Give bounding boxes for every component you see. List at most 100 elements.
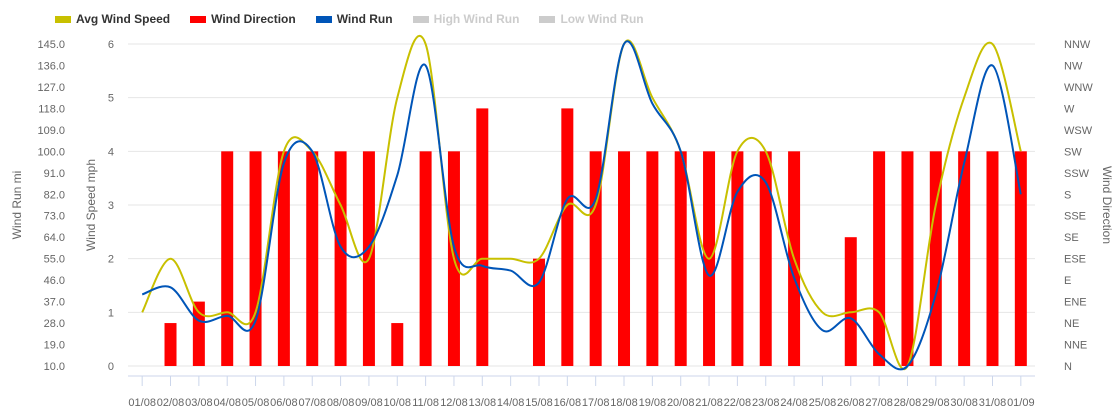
- wind-speed-tick-label: 2: [108, 254, 114, 266]
- avg-wind-speed-line: [141, 34, 1022, 371]
- x-axis-tick-label: 13/08: [469, 397, 497, 409]
- chart-legend: Avg Wind Speed Wind Direction Wind Run High…: [55, 10, 664, 28]
- wind-speed-tick-label: 5: [108, 93, 114, 105]
- x-axis-tick-label: 06/08: [270, 397, 298, 409]
- wind-direction-tick-label: NW: [1064, 60, 1083, 72]
- legend-swatch: [539, 15, 556, 23]
- wind-run-tick-label: 55.0: [44, 254, 65, 266]
- wind-direction-axis-title: Wind Direction: [1100, 166, 1114, 244]
- wind-run-tick-label: 19.0: [44, 340, 65, 352]
- wind-direction-bar: [618, 151, 631, 366]
- legend-label: Avg Wind Speed: [76, 12, 171, 26]
- x-axis-tick-label: 26/08: [837, 397, 865, 409]
- x-axis-tick-label: 25/08: [809, 397, 837, 409]
- x-axis-tick-label: 07/08: [298, 397, 326, 409]
- x-axis-tick-label: 01/09: [1007, 397, 1035, 409]
- wind-run-tick-label: 145.0: [37, 39, 65, 51]
- wind-direction-tick-label: NNE: [1064, 340, 1087, 352]
- wind-speed-tick-label: 6: [108, 39, 114, 51]
- x-axis-tick-label: 10/08: [384, 397, 412, 409]
- x-axis-tick-label: 27/08: [865, 397, 893, 409]
- wind-direction-bar: [674, 151, 687, 366]
- wind-run-tick-label: 91.0: [44, 168, 65, 180]
- wind-direction-bar: [419, 151, 432, 366]
- wind-direction-bar: [901, 151, 914, 366]
- x-axis-tick-label: 23/08: [752, 397, 780, 409]
- legend-item[interactable]: Wind Run: [315, 12, 393, 26]
- x-axis-tick-label: 05/08: [242, 397, 270, 409]
- x-axis-tick-label: 01/08: [128, 397, 156, 409]
- wind-direction-bar: [561, 108, 574, 367]
- wind-run-tick-label: 118.0: [38, 103, 65, 115]
- legend-item[interactable]: Low Wind Run: [539, 12, 644, 26]
- wind-speed-axis-title: Wind Speed mph: [84, 159, 98, 251]
- legend-swatch: [55, 15, 71, 23]
- wind-direction-bar: [731, 151, 744, 366]
- wind-direction-tick-label: ESE: [1064, 254, 1086, 266]
- wind-direction-bar: [873, 151, 886, 366]
- wind-direction-tick-label: NNW: [1064, 39, 1091, 51]
- wind-direction-tick-label: WNW: [1064, 82, 1093, 94]
- wind-direction-tick-label: S: [1064, 189, 1071, 201]
- legend-label: High Wind Run: [433, 12, 520, 26]
- x-axis-tick-label: 24/08: [780, 397, 808, 409]
- legend-swatch: [315, 15, 332, 23]
- wind-direction-tick-label: E: [1064, 275, 1071, 287]
- wind-direction-tick-label: N: [1064, 361, 1072, 373]
- wind-direction-tick-label: W: [1064, 103, 1075, 115]
- wind-direction-bar: [277, 151, 290, 366]
- wind-run-tick-label: 64.0: [44, 232, 65, 244]
- x-axis-tick-label: 03/08: [185, 397, 213, 409]
- legend-swatch: [190, 15, 207, 23]
- wind-direction-bar: [476, 108, 489, 367]
- wind-direction-bar: [1014, 151, 1027, 366]
- legend-item[interactable]: Avg Wind Speed: [55, 12, 170, 26]
- wind-run-tick-label: 109.0: [37, 125, 65, 137]
- wind-run-tick-label: 127.0: [37, 82, 65, 94]
- legend-item[interactable]: High Wind Run: [412, 12, 520, 26]
- x-axis-tick-label: 31/08: [979, 397, 1007, 409]
- wind-run-tick-label: 46.0: [44, 275, 65, 287]
- wind-direction-tick-label: SSW: [1064, 168, 1090, 180]
- wind-direction-bar: [164, 323, 177, 366]
- wind-direction-tick-label: SSE: [1064, 211, 1086, 223]
- x-axis-tick-label: 14/08: [497, 397, 525, 409]
- wind-direction-bar: [759, 151, 772, 366]
- x-axis-tick-label: 18/08: [610, 397, 638, 409]
- wind-direction-bar: [844, 237, 857, 366]
- wind-run-tick-label: 82.0: [44, 189, 65, 201]
- x-axis-tick-label: 28/08: [894, 397, 922, 409]
- wind-run-tick-label: 10.0: [44, 361, 65, 373]
- legend-label: Wind Direction: [211, 12, 296, 26]
- x-axis-tick-label: 02/08: [157, 397, 185, 409]
- wind-run-tick-label: 100.0: [37, 146, 65, 158]
- wind-run-tick-label: 37.0: [44, 297, 65, 309]
- x-axis-tick-label: 21/08: [695, 397, 723, 409]
- wind-direction-bar: [306, 151, 319, 366]
- wind-speed-tick-label: 4: [108, 146, 114, 158]
- x-axis-tick-label: 08/08: [327, 397, 355, 409]
- wind-direction-bar: [221, 151, 234, 366]
- legend-item[interactable]: Wind Direction: [190, 12, 296, 26]
- wind-speed-tick-label: 3: [108, 200, 114, 212]
- wind-direction-bar: [958, 151, 971, 366]
- x-axis-tick-label: 12/08: [440, 397, 468, 409]
- x-axis-tick-label: 17/08: [582, 397, 610, 409]
- legend-label: Low Wind Run: [560, 12, 644, 26]
- wind-run-axis-title: Wind Run mi: [10, 171, 24, 240]
- x-axis-tick-label: 09/08: [355, 397, 383, 409]
- wind-direction-tick-label: SE: [1064, 232, 1079, 244]
- wind-speed-tick-label: 0: [108, 361, 114, 373]
- x-axis-tick-label: 19/08: [639, 397, 667, 409]
- wind-direction-tick-label: NE: [1064, 318, 1079, 330]
- legend-swatch: [412, 15, 429, 23]
- wind-direction-bar: [646, 151, 659, 366]
- wind-direction-bar: [391, 323, 404, 366]
- wind-run-line: [141, 40, 1022, 371]
- x-axis-tick-label: 30/08: [950, 397, 978, 409]
- wind-direction-bar: [986, 151, 999, 366]
- x-axis-tick-label: 15/08: [525, 397, 553, 409]
- wind-run-tick-label: 28.0: [44, 318, 65, 330]
- wind-direction-bar: [249, 151, 262, 366]
